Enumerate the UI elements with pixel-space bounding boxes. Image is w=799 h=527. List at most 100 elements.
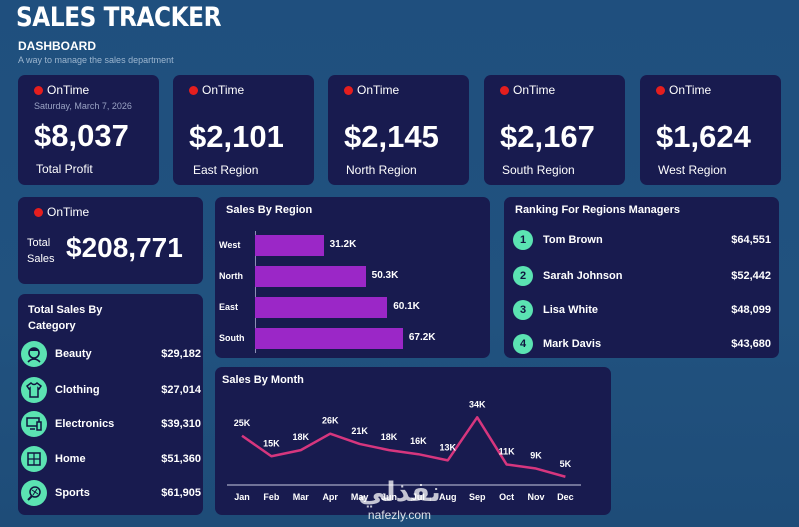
status-dot-icon xyxy=(189,85,198,95)
x-tick-label: Mar xyxy=(293,492,310,502)
ranking-row: 4 Mark Davis $43,680 xyxy=(513,333,771,355)
sports-icon xyxy=(21,480,47,506)
category-name: Sports xyxy=(55,487,90,499)
sales-line xyxy=(241,416,566,478)
status-indicator: OnTime xyxy=(34,83,89,97)
line-chart-canvas: 25K Jan 15K Feb 18K Mar 26K Apr 21K May 18K Jun 16K J… xyxy=(227,399,581,502)
category-panel: Total Sales By Category Beauty $29,182 C… xyxy=(18,294,203,515)
status-label: OnTime xyxy=(47,205,90,219)
current-date: Saturday, March 7, 2026 xyxy=(34,101,132,111)
status-label: OnTime xyxy=(513,83,556,97)
status-dot-icon xyxy=(34,207,43,217)
bar-category-label: West xyxy=(219,240,241,250)
watermark-logo-text: نفذلي xyxy=(358,477,441,508)
category-row-clothing: Clothing $27,014 xyxy=(21,376,201,404)
status-indicator: OnTime xyxy=(656,83,711,97)
app-title: SALES TRACKER xyxy=(16,2,222,33)
x-tick-label: Sep xyxy=(469,492,486,502)
bar-category-label: North xyxy=(219,271,243,281)
status-dot-icon xyxy=(656,85,665,95)
x-tick-label: Nov xyxy=(527,492,544,502)
status-label: OnTime xyxy=(202,83,245,97)
kpi-card-north: OnTime $2,145 North Region xyxy=(328,75,469,185)
watermark-url: nafezly.com xyxy=(367,508,432,522)
kpi-value: $8,037 xyxy=(34,118,129,153)
kpi-label: North Region xyxy=(346,163,417,177)
total-sales-value: $208,771 xyxy=(66,232,183,263)
x-tick-label: Jul xyxy=(412,492,425,502)
electronics-icon xyxy=(21,411,47,437)
total-sales-card: OnTime Total Sales $208,771 xyxy=(18,197,203,284)
point-value-label: 34K xyxy=(469,399,486,409)
manager-name: Sarah Johnson xyxy=(543,270,623,282)
rank-badge: 2 xyxy=(513,266,533,286)
rank-badge: 4 xyxy=(513,334,533,354)
kpi-label: Total Profit xyxy=(36,162,93,176)
bar-value-label: 67.2K xyxy=(408,332,436,343)
point-value-label: 15K xyxy=(263,438,280,448)
chart-title: Sales By Region xyxy=(226,204,313,216)
beauty-icon xyxy=(21,341,47,367)
sales-by-month-chart: Sales By Month 25K Jan 15K Feb 18K Mar 26K Apr 2… xyxy=(215,367,611,515)
kpi-card-east: OnTime $2,101 East Region xyxy=(173,75,314,185)
category-value: $27,014 xyxy=(161,384,201,396)
kpi-card-south: OnTime $2,167 South Region xyxy=(484,75,625,185)
status-indicator: OnTime xyxy=(34,205,89,219)
status-indicator: OnTime xyxy=(344,83,399,97)
status-label: OnTime xyxy=(357,83,400,97)
x-tick-label: Jun xyxy=(381,492,397,502)
ranking-panel: Ranking For Regions Managers 1 Tom Brown… xyxy=(504,197,779,358)
point-value-label: 18K xyxy=(293,432,310,442)
x-tick-label: Dec xyxy=(557,492,574,502)
category-panel-title: Total Sales By Category xyxy=(28,304,103,332)
status-dot-icon xyxy=(344,85,353,95)
manager-name: Lisa White xyxy=(543,304,599,316)
point-value-label: 21K xyxy=(351,426,368,436)
bar-value-label: 50.3K xyxy=(371,270,399,281)
manager-name: Mark Davis xyxy=(543,338,602,350)
point-value-label: 18K xyxy=(381,432,398,442)
bar-value-label: 31.2K xyxy=(329,239,357,250)
ranking-panel-title: Ranking For Regions Managers xyxy=(515,204,681,216)
x-tick-label: Oct xyxy=(499,492,514,502)
home-icon xyxy=(21,446,47,472)
ranking-row: 1 Tom Brown $64,551 xyxy=(513,229,771,251)
page-tagline: A way to manage the sales department xyxy=(18,55,174,65)
chart-title: Sales By Month xyxy=(222,374,304,386)
category-name: Clothing xyxy=(55,384,100,396)
category-row-sports: Sports $61,905 xyxy=(21,479,201,507)
kpi-value: $2,101 xyxy=(189,119,284,154)
rank-badge: 3 xyxy=(513,300,533,320)
bar-east xyxy=(255,297,388,318)
x-tick-label: May xyxy=(351,492,369,502)
bar-category-label: East xyxy=(219,302,239,312)
x-tick-label: Feb xyxy=(263,492,280,502)
bar-north xyxy=(255,266,366,287)
watermark: نفذلي nafezly.com xyxy=(352,477,447,523)
category-value: $29,182 xyxy=(161,348,201,360)
kpi-value: $2,145 xyxy=(344,119,439,154)
manager-name: Tom Brown xyxy=(543,234,603,246)
bar-category-label: South xyxy=(219,333,245,343)
category-name: Beauty xyxy=(55,348,92,360)
status-dot-icon xyxy=(500,85,509,95)
manager-sales: $43,680 xyxy=(731,338,771,350)
point-value-label: 9K xyxy=(530,451,542,461)
rank-badge: 1 xyxy=(513,230,533,250)
category-name: Electronics xyxy=(55,418,115,430)
x-tick-label: Jan xyxy=(234,492,250,502)
manager-sales: $48,099 xyxy=(731,304,771,316)
category-value: $51,360 xyxy=(161,453,201,465)
status-indicator: OnTime xyxy=(500,83,555,97)
kpi-label: West Region xyxy=(658,163,727,177)
kpi-card-total-profit: OnTime Saturday, March 7, 2026 $8,037 To… xyxy=(18,75,159,185)
bar-south xyxy=(255,328,403,349)
sales-by-region-chart: Sales By Region West 31.2K North 50.3K East 6… xyxy=(215,197,490,358)
status-dot-icon xyxy=(34,85,43,95)
status-indicator: OnTime xyxy=(189,83,244,97)
total-sales-label: Total Sales xyxy=(27,237,55,265)
manager-sales: $52,442 xyxy=(731,270,771,282)
bar-west xyxy=(255,235,324,256)
status-label: OnTime xyxy=(47,83,90,97)
kpi-value: $2,167 xyxy=(500,119,595,154)
